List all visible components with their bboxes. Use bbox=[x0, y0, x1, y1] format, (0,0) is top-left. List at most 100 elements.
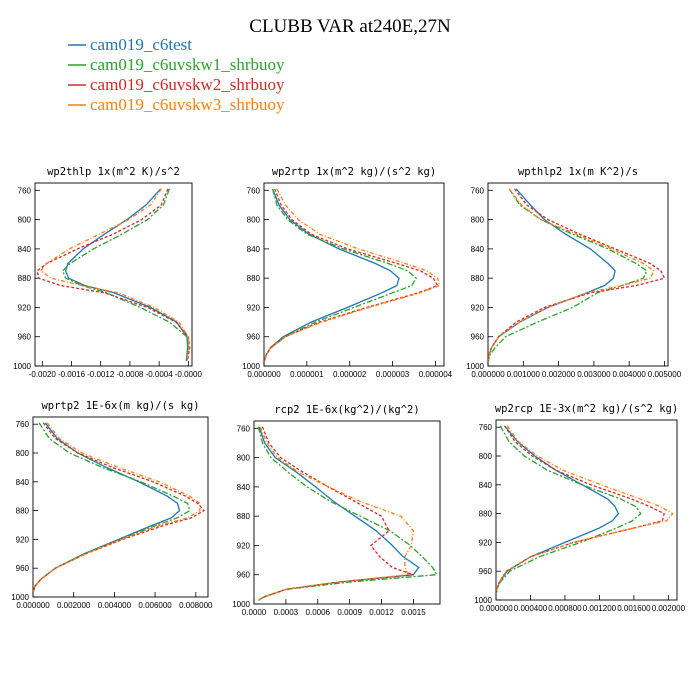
series-line-2 bbox=[257, 426, 438, 601]
panel-title: wp2thlp 1x(m^2 K)/s^2 bbox=[47, 166, 180, 178]
y-tick-label: 920 bbox=[16, 535, 30, 544]
y-tick-label: 1000 bbox=[466, 362, 484, 371]
y-tick-label: 960 bbox=[479, 567, 493, 576]
x-tick-label: 0.001000 bbox=[507, 370, 541, 379]
plot-frame bbox=[487, 182, 669, 367]
x-tick-label: 0.0009 bbox=[337, 608, 362, 617]
x-tick-label: -0.0004 bbox=[146, 370, 174, 379]
x-tick-label: 0.001200 bbox=[583, 604, 617, 613]
y-tick-label: 920 bbox=[471, 303, 485, 312]
legend-item: cam019_c6test bbox=[68, 35, 192, 54]
x-tick-label: 0.000400 bbox=[514, 604, 548, 613]
x-tick-label: 0.000003 bbox=[376, 370, 410, 379]
legend-item: cam019_c6uvskw2_shrbuoy bbox=[68, 75, 285, 94]
legend-item: cam019_c6uvskw3_shrbuoy bbox=[68, 95, 285, 114]
x-tick-label: 0.006000 bbox=[138, 601, 172, 610]
legend-label: cam019_c6test bbox=[90, 35, 192, 54]
plot-frame bbox=[32, 416, 209, 598]
x-tick-label: -0.0020 bbox=[29, 370, 57, 379]
y-tick-label: 800 bbox=[18, 216, 32, 225]
y-tick-label: 840 bbox=[479, 481, 493, 490]
y-tick-label: 800 bbox=[16, 449, 30, 458]
x-tick-label: 0.004000 bbox=[98, 601, 132, 610]
x-tick-label: -0.0000 bbox=[175, 370, 203, 379]
y-tick-label: 880 bbox=[18, 274, 32, 283]
panel-title: wprtp2 1E-6x(m kg)/(s kg) bbox=[41, 400, 199, 412]
y-tick-label: 880 bbox=[479, 510, 493, 519]
x-tick-label: 0.000000 bbox=[471, 370, 505, 379]
series-line-2 bbox=[264, 188, 417, 362]
y-tick-label: 800 bbox=[237, 454, 251, 463]
panel-5: rcp2 1E-6x(kg^2)/(kg^2) 760 800 840 880 920 96… bbox=[232, 404, 441, 617]
legend-label: cam019_c6uvskw1_shrbuoy bbox=[90, 55, 285, 74]
y-tick-label: 840 bbox=[16, 478, 30, 487]
y-tick-label: 760 bbox=[471, 186, 485, 195]
series-line-2 bbox=[61, 188, 189, 361]
y-tick-label: 840 bbox=[18, 245, 32, 254]
y-tick-label: 960 bbox=[247, 333, 261, 342]
y-tick-label: 920 bbox=[247, 303, 261, 312]
series-line-2 bbox=[33, 422, 191, 593]
series-line-3 bbox=[33, 422, 205, 593]
y-tick-label: 760 bbox=[479, 423, 493, 432]
x-tick-label: 0.002000 bbox=[542, 370, 576, 379]
x-tick-label: -0.0012 bbox=[87, 370, 115, 379]
y-tick-label: 1000 bbox=[242, 362, 260, 371]
series-line-3 bbox=[264, 188, 439, 362]
panel-title: wp2rcp 1E-3x(m^2 kg)/(s^2 kg) bbox=[495, 403, 678, 415]
series-line-4 bbox=[264, 188, 441, 362]
y-tick-label: 920 bbox=[18, 303, 32, 312]
y-tick-label: 880 bbox=[237, 512, 251, 521]
x-tick-label: 0.008000 bbox=[179, 601, 213, 610]
x-tick-label: 0.000000 bbox=[16, 601, 50, 610]
x-tick-label: 0.0003 bbox=[274, 608, 299, 617]
series-line-4 bbox=[39, 188, 190, 361]
y-tick-label: 1000 bbox=[13, 362, 31, 371]
y-tick-label: 840 bbox=[247, 245, 261, 254]
x-tick-label: 0.000001 bbox=[290, 370, 324, 379]
legend-label: cam019_c6uvskw3_shrbuoy bbox=[90, 95, 285, 114]
y-tick-label: 1000 bbox=[232, 600, 250, 609]
y-tick-label: 800 bbox=[471, 216, 485, 225]
series-line-4 bbox=[257, 426, 415, 601]
plot-frame bbox=[495, 419, 678, 601]
x-tick-label: 0.0012 bbox=[369, 608, 394, 617]
y-tick-label: 800 bbox=[479, 452, 493, 461]
x-tick-label: 0.0000 bbox=[242, 608, 267, 617]
figure-title: CLUBB VAR at240E,27N bbox=[249, 16, 451, 37]
plot-frame bbox=[263, 182, 445, 367]
series-line-1 bbox=[65, 188, 189, 361]
x-tick-label: 0.003000 bbox=[577, 370, 611, 379]
y-tick-label: 1000 bbox=[474, 596, 492, 605]
series-line-3 bbox=[496, 425, 665, 596]
x-tick-label: 0.005000 bbox=[648, 370, 682, 379]
series-line-1 bbox=[488, 188, 616, 361]
panel-6: wp2rcp 1E-3x(m^2 kg)/(s^2 kg)760 800 840 88… bbox=[474, 403, 685, 613]
legend: cam019_c6testcam019_c6uvskw1_shrbuoycam0… bbox=[68, 35, 285, 114]
y-tick-label: 880 bbox=[471, 274, 485, 283]
x-tick-label: -0.0016 bbox=[58, 370, 86, 379]
y-tick-label: 760 bbox=[16, 420, 30, 429]
series-line-1 bbox=[264, 188, 400, 362]
y-tick-label: 1000 bbox=[11, 593, 29, 602]
series-line-3 bbox=[257, 426, 414, 601]
y-tick-label: 960 bbox=[18, 333, 32, 342]
series-line-4 bbox=[496, 425, 674, 596]
series-line-3 bbox=[488, 188, 666, 361]
x-tick-label: 0.000002 bbox=[333, 370, 367, 379]
y-tick-label: 960 bbox=[16, 564, 30, 573]
panel-title: wp2rtp 1x(m^2 kg)/(s^2 kg) bbox=[272, 166, 436, 178]
legend-item: cam019_c6uvskw1_shrbuoy bbox=[68, 55, 285, 74]
x-tick-label: 0.004000 bbox=[612, 370, 646, 379]
y-tick-label: 920 bbox=[237, 541, 251, 550]
y-tick-label: 880 bbox=[247, 274, 261, 283]
y-tick-label: 960 bbox=[237, 571, 251, 580]
panel-title: rcp2 1E-6x(kg^2)/(kg^2) bbox=[274, 404, 419, 416]
x-tick-label: -0.0008 bbox=[116, 370, 144, 379]
panel-4: wprtp2 1E-6x(m kg)/(s kg) 760 800 840 880 920… bbox=[11, 400, 213, 610]
x-tick-label: 0.0015 bbox=[401, 608, 426, 617]
x-tick-label: 0.000800 bbox=[548, 604, 582, 613]
x-tick-label: 0.000004 bbox=[419, 370, 453, 379]
y-tick-label: 760 bbox=[237, 424, 251, 433]
series-line-1 bbox=[33, 422, 181, 593]
